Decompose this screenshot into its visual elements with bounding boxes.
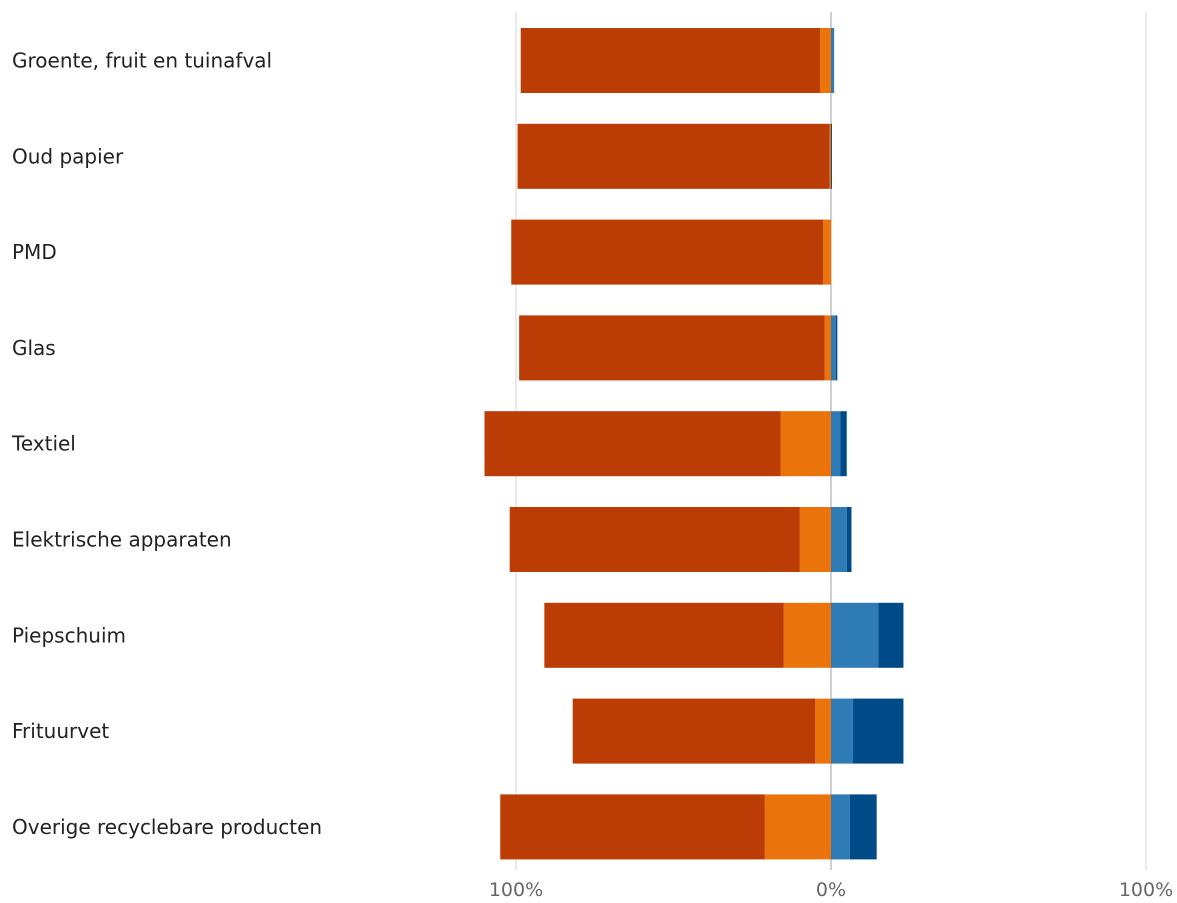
bar-segment-8-1 bbox=[572, 698, 816, 764]
tick-labels: 100% 0% 100% bbox=[489, 879, 1173, 901]
bar-segment-7-3 bbox=[831, 602, 879, 668]
category-label: Piepschuim bbox=[12, 623, 126, 647]
category-label: Frituurvet bbox=[12, 719, 109, 743]
bar-segment-5-1 bbox=[484, 411, 781, 477]
bar-segment-2-2 bbox=[829, 123, 831, 189]
bar-segment-7-4 bbox=[878, 602, 904, 668]
bar-segment-5-3 bbox=[831, 411, 841, 477]
category-label: PMD bbox=[12, 240, 57, 264]
bar-segment-9-3 bbox=[831, 794, 850, 860]
bar-segment-6-4 bbox=[846, 507, 852, 572]
category-labels: Groente, fruit en tuinafval Oud papier PMD… bbox=[11, 49, 322, 839]
bar-segment-8-4 bbox=[853, 698, 904, 764]
bar-segment-7-1 bbox=[544, 602, 784, 668]
bar-segment-9-2 bbox=[764, 794, 831, 860]
bar-segment-4-4 bbox=[835, 315, 838, 381]
category-label: Groente, fruit en tuinafval bbox=[12, 49, 272, 73]
category-label: Textiel bbox=[11, 432, 76, 456]
bar-segment-6-1 bbox=[509, 507, 800, 572]
bar-segment-6-3 bbox=[831, 507, 847, 572]
bar-segment-2-1 bbox=[517, 123, 830, 189]
bar-segment-8-3 bbox=[831, 698, 854, 764]
category-label: Oud papier bbox=[12, 144, 124, 168]
bar-segment-1-3 bbox=[831, 28, 835, 93]
bar-segment-9-1 bbox=[500, 794, 765, 860]
bar-segment-3-2 bbox=[823, 219, 831, 285]
bar-segment-6-2 bbox=[799, 507, 831, 572]
category-label: Glas bbox=[12, 336, 56, 360]
tick-label: 0% bbox=[816, 879, 846, 901]
category-label: Elektrische apparaten bbox=[12, 528, 232, 552]
bar-segment-1-1 bbox=[520, 28, 820, 93]
tick-label: 100% bbox=[489, 879, 543, 901]
bar-segment-5-4 bbox=[840, 411, 847, 477]
bar-segment-4-1 bbox=[519, 315, 825, 381]
bar-segment-2-4 bbox=[831, 123, 832, 189]
bar-segment-3-1 bbox=[511, 219, 824, 285]
bar-segment-4-3 bbox=[831, 315, 836, 381]
bar-segment-8-2 bbox=[815, 698, 831, 764]
bar-segment-7-2 bbox=[783, 602, 831, 668]
category-label: Overige recyclebare producten bbox=[12, 815, 322, 839]
tick-label: 100% bbox=[1119, 879, 1173, 901]
bars bbox=[484, 28, 904, 860]
bar-segment-1-2 bbox=[819, 28, 831, 93]
bar-segment-4-2 bbox=[824, 315, 831, 381]
bar-segment-9-4 bbox=[849, 794, 877, 860]
bar-segment-5-2 bbox=[780, 411, 831, 477]
